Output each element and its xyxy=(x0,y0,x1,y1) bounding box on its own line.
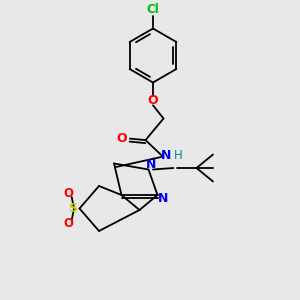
Text: O: O xyxy=(63,217,73,230)
Text: H: H xyxy=(173,148,182,162)
Text: N: N xyxy=(161,148,172,162)
Text: S: S xyxy=(68,202,77,215)
Text: O: O xyxy=(63,187,73,200)
Text: O: O xyxy=(116,132,127,145)
Text: O: O xyxy=(148,94,158,107)
Text: Cl: Cl xyxy=(147,3,159,16)
Text: N: N xyxy=(146,158,156,171)
Text: N: N xyxy=(158,191,168,205)
